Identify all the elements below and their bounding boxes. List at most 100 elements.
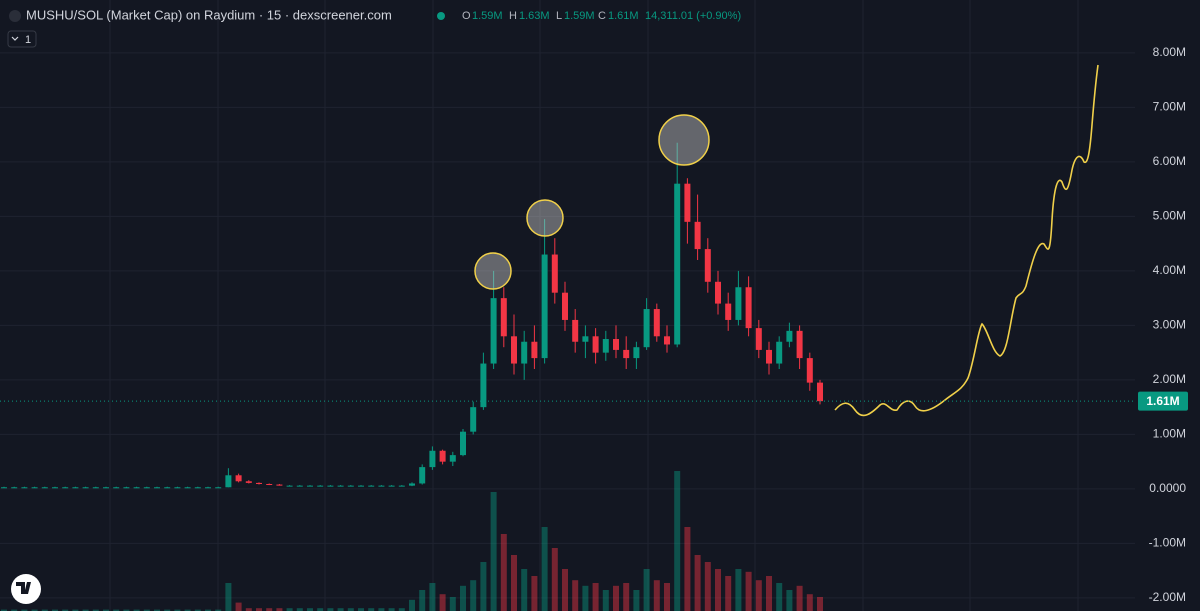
candle-body (286, 485, 293, 487)
volume-bar (143, 609, 150, 611)
candle-body (409, 483, 415, 486)
volume-bar (398, 608, 405, 611)
candle-body (143, 487, 150, 489)
chevron (11, 36, 19, 41)
candle-body (694, 221, 701, 250)
candle-body (378, 485, 385, 487)
volume-bar (439, 594, 446, 611)
candle-layer (1, 142, 823, 489)
candle-body (531, 341, 538, 359)
volume-bar (704, 562, 711, 611)
candle-body (623, 349, 630, 359)
volume-bar (21, 609, 28, 611)
y-tick-label: 2.00M (1153, 372, 1186, 386)
candle-body (521, 341, 528, 364)
volume-bar (613, 585, 619, 611)
candle-body (755, 328, 762, 350)
volume-bar (62, 609, 69, 611)
volume-bar (245, 608, 252, 611)
candle-body (337, 485, 344, 487)
change: 14,311.01 (+0.90%) (645, 10, 741, 22)
candle-body (225, 475, 232, 488)
volume-bar (511, 555, 517, 611)
volume-bar (154, 609, 160, 611)
candle-body (796, 330, 803, 359)
volume-bar (674, 471, 681, 611)
volume-bar (256, 608, 262, 611)
y-tick-label: 3.00M (1153, 318, 1186, 332)
highlight-circle (526, 199, 564, 237)
volume-bar (133, 609, 140, 611)
candle-body (715, 281, 721, 304)
candle-body (21, 487, 28, 489)
volume-bar (337, 608, 344, 611)
volume-bar (215, 609, 222, 611)
highlight-circle (474, 252, 512, 290)
volume-bar (500, 534, 507, 611)
candle-body (154, 487, 160, 489)
y-tick-label: 6.00M (1153, 154, 1186, 168)
volume-bar (266, 608, 273, 611)
candle-body (41, 487, 48, 489)
candle-body (602, 339, 609, 353)
interval: 1 (25, 34, 31, 46)
candle-body (347, 485, 354, 487)
candle-body (480, 363, 487, 408)
y-tick-label: 0.0000 (1149, 481, 1186, 495)
candle-body (123, 487, 130, 489)
volume-bar (82, 609, 89, 611)
volume-layer (1, 471, 823, 611)
volume-bar (715, 569, 721, 611)
volume-bar (164, 609, 171, 611)
volume-bar (541, 527, 548, 611)
candle-body (429, 450, 436, 468)
candle-body (419, 467, 426, 484)
volume-bar (531, 576, 538, 611)
ohlc-value: 1.59M (564, 10, 595, 22)
volume-bar (276, 608, 283, 611)
candle-body (307, 485, 313, 487)
volume-bar (409, 599, 415, 611)
candle-body (52, 487, 58, 489)
volume-bar (521, 569, 528, 611)
candle-body (653, 309, 660, 337)
candle-body (582, 336, 589, 342)
candle-body (184, 487, 191, 489)
candle-body (704, 249, 711, 282)
candle-body (11, 487, 18, 489)
candle-body (643, 309, 650, 348)
candle-body (470, 407, 477, 432)
volume-bar (735, 569, 742, 611)
volume-bar (1, 609, 7, 611)
volume-bar (562, 569, 568, 611)
volume-bar (52, 609, 58, 611)
volume-bar (602, 590, 609, 611)
projection-curve (834, 64, 1099, 417)
candle-body (725, 303, 732, 320)
volume-bar (235, 602, 242, 611)
candle-body (766, 349, 772, 364)
tv-logo (11, 574, 41, 604)
candle-body (745, 287, 752, 329)
candle-body (806, 358, 813, 383)
candle-body (103, 487, 109, 489)
ohlc-value: 1.61M (608, 10, 639, 22)
interval-badge[interactable] (7, 30, 37, 48)
candle-body (62, 487, 69, 489)
y-tick-label: 1.00M (1153, 427, 1186, 441)
candle-body (113, 487, 120, 489)
candle-body (817, 382, 823, 402)
candle-body (266, 484, 273, 486)
ohlc-value: 1.63M (519, 10, 550, 22)
volume-bar (41, 609, 48, 611)
volume-bar (664, 583, 670, 611)
annotations (474, 64, 1099, 417)
volume-bar (796, 585, 803, 611)
candle-body (664, 336, 670, 345)
ohlc-value: 1.59M (472, 10, 503, 22)
candle-body (205, 487, 211, 489)
candle-body (500, 298, 507, 337)
candle-body (613, 339, 619, 350)
